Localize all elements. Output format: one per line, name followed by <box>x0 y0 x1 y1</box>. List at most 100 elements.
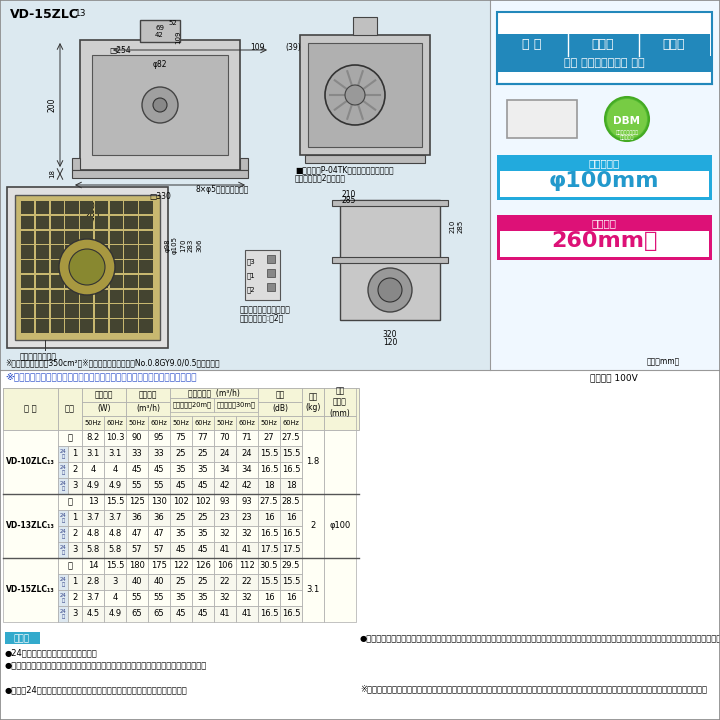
Text: 41: 41 <box>220 610 230 618</box>
Text: 洗面所: 洗面所 <box>662 38 685 51</box>
Text: φ100mm: φ100mm <box>549 171 660 191</box>
Bar <box>126 462 148 478</box>
Text: 15.5: 15.5 <box>282 449 300 459</box>
Bar <box>50 305 64 318</box>
Text: 強: 強 <box>68 433 73 443</box>
Bar <box>125 275 138 288</box>
Text: デュアルバイパス: デュアルバイパス <box>616 130 639 135</box>
Bar <box>258 510 280 526</box>
Text: 24: 24 <box>220 449 230 459</box>
Text: 4: 4 <box>91 466 96 474</box>
Bar <box>497 155 712 200</box>
Text: 320: 320 <box>383 330 397 339</box>
Bar <box>66 289 78 303</box>
Bar <box>126 402 170 416</box>
Bar <box>72 158 80 170</box>
Text: 170: 170 <box>180 238 186 252</box>
Text: 45: 45 <box>198 610 208 618</box>
Bar <box>148 430 170 446</box>
Bar <box>82 416 104 430</box>
Text: 消費電力: 消費電力 <box>95 390 113 400</box>
Text: 45: 45 <box>132 466 143 474</box>
Bar <box>170 462 192 478</box>
Text: ●24時間換気運転をおすすめします。: ●24時間換気運転をおすすめします。 <box>5 648 98 657</box>
Bar <box>236 574 258 590</box>
Bar <box>21 289 35 303</box>
Bar <box>340 200 440 320</box>
Bar <box>148 590 170 606</box>
Text: 3.7: 3.7 <box>86 593 99 603</box>
Text: 102: 102 <box>173 498 189 506</box>
Bar <box>0 370 720 720</box>
Bar <box>82 558 104 574</box>
Text: 5.8: 5.8 <box>86 546 99 554</box>
Bar <box>170 478 192 494</box>
Bar <box>170 446 192 462</box>
Text: 強: 強 <box>68 562 73 570</box>
Bar <box>192 462 214 478</box>
Bar <box>148 416 170 430</box>
Bar <box>302 430 324 494</box>
Bar <box>68 526 82 542</box>
Text: 有効換気量  (m³/h): 有効換気量 (m³/h) <box>188 389 240 397</box>
Bar <box>95 230 108 244</box>
Text: 24
時: 24 時 <box>60 528 66 539</box>
Text: 27: 27 <box>264 433 274 443</box>
Text: 24
時: 24 時 <box>60 593 66 603</box>
Text: 24
時: 24 時 <box>60 577 66 588</box>
Bar <box>267 255 275 263</box>
Bar <box>109 230 123 244</box>
Text: φ105: φ105 <box>172 236 178 254</box>
Bar <box>80 319 94 333</box>
Text: 77: 77 <box>197 433 208 443</box>
Bar <box>104 574 126 590</box>
Text: 112: 112 <box>239 562 255 570</box>
Text: 13: 13 <box>88 498 99 506</box>
Text: 45: 45 <box>198 482 208 490</box>
Bar <box>139 230 153 244</box>
Text: 35: 35 <box>198 529 208 539</box>
Bar <box>170 398 214 412</box>
Text: 45: 45 <box>176 546 186 554</box>
Bar <box>192 446 214 462</box>
Text: 306: 306 <box>85 202 99 211</box>
Text: 47: 47 <box>132 529 143 539</box>
Text: 24
時: 24 時 <box>60 609 66 619</box>
Bar <box>50 201 64 215</box>
Bar <box>192 430 214 446</box>
Bar <box>148 542 170 558</box>
Bar <box>82 446 104 462</box>
Bar <box>192 478 214 494</box>
Bar <box>324 430 356 622</box>
Bar <box>58 558 82 574</box>
Bar <box>104 526 126 542</box>
Bar <box>68 510 82 526</box>
Bar <box>80 305 94 318</box>
Bar <box>104 542 126 558</box>
Bar <box>170 388 258 398</box>
Text: 60Hz: 60Hz <box>107 420 123 426</box>
Bar <box>126 446 148 462</box>
Bar <box>36 260 49 274</box>
Bar <box>236 590 258 606</box>
Text: 18: 18 <box>49 169 55 179</box>
Text: 2: 2 <box>73 593 78 603</box>
Bar <box>126 510 148 526</box>
Text: 42: 42 <box>155 32 163 38</box>
Text: 設定: 設定 <box>65 405 75 413</box>
Bar <box>50 260 64 274</box>
Text: 4.9: 4.9 <box>86 482 99 490</box>
Text: 2: 2 <box>73 466 78 474</box>
Text: 35: 35 <box>198 593 208 603</box>
Text: 260mm角: 260mm角 <box>551 231 657 251</box>
Text: 16.5: 16.5 <box>260 529 278 539</box>
Text: 形 名: 形 名 <box>24 405 36 413</box>
Text: 75: 75 <box>176 433 186 443</box>
Bar <box>66 319 78 333</box>
Bar <box>139 216 153 229</box>
Bar <box>82 526 104 542</box>
Bar <box>95 275 108 288</box>
Text: VD-10ZLC₁₃: VD-10ZLC₁₃ <box>6 457 55 467</box>
Text: 60Hz: 60Hz <box>238 420 256 426</box>
Bar <box>305 155 425 163</box>
